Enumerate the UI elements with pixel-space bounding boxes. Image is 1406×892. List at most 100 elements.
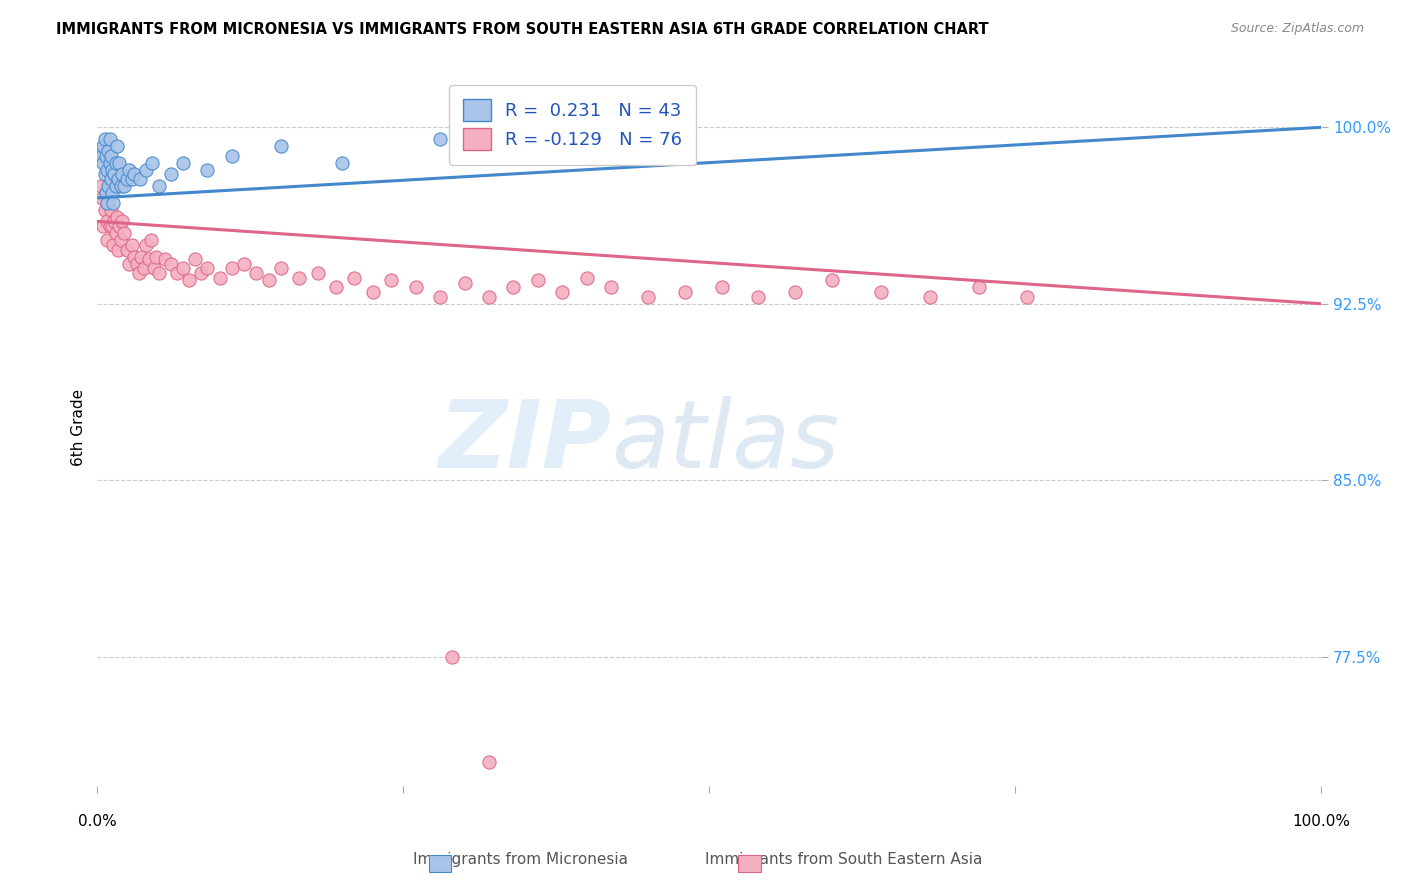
Point [97, 179, 120, 194]
Point [135, 238, 157, 252]
Point [96, 233, 118, 247]
Point [97, 195, 120, 210]
Point [103, 167, 125, 181]
Point [270, 261, 292, 276]
Point [98, 219, 121, 233]
Point [108, 219, 131, 233]
Point [91, 148, 114, 162]
Point [118, 257, 141, 271]
Point [101, 186, 124, 201]
Point [478, 756, 501, 770]
Point [1017, 290, 1039, 304]
Point [270, 139, 292, 153]
Point [132, 261, 155, 276]
Point [673, 285, 696, 299]
Point [747, 290, 769, 304]
Point [100, 148, 122, 162]
Point [107, 172, 129, 186]
Point [96, 214, 118, 228]
Point [104, 226, 127, 240]
Point [122, 250, 145, 264]
Point [405, 280, 427, 294]
Point [93, 202, 115, 217]
Point [97, 144, 120, 158]
Point [478, 290, 501, 304]
Point [94, 148, 117, 162]
Point [129, 172, 152, 186]
Point [288, 271, 311, 285]
Text: 100.0%: 100.0% [1292, 814, 1350, 830]
Point [115, 172, 138, 186]
Point [453, 276, 475, 290]
Point [869, 285, 891, 299]
Point [101, 219, 124, 233]
Point [96, 195, 118, 210]
Point [257, 273, 280, 287]
Point [527, 273, 550, 287]
Point [103, 238, 125, 252]
Point [107, 243, 129, 257]
Point [153, 252, 176, 266]
Point [307, 266, 329, 280]
Text: 0.0%: 0.0% [77, 814, 117, 830]
Point [821, 273, 844, 287]
Point [96, 162, 118, 177]
Point [148, 266, 170, 280]
Point [159, 167, 181, 181]
Point [94, 186, 117, 201]
Point [118, 162, 141, 177]
Point [93, 132, 115, 146]
Point [122, 167, 145, 181]
Point [112, 179, 135, 194]
Point [551, 285, 574, 299]
Point [93, 139, 115, 153]
Point [111, 167, 134, 181]
Point [710, 280, 733, 294]
Point [121, 238, 143, 252]
Text: Immigrants from Micronesia: Immigrants from Micronesia [413, 852, 627, 867]
Point [93, 167, 115, 181]
Point [108, 155, 131, 169]
Point [98, 155, 121, 169]
Point [141, 233, 163, 247]
Point [105, 210, 128, 224]
Point [208, 271, 231, 285]
Point [233, 257, 256, 271]
Point [111, 214, 134, 228]
Point [179, 273, 201, 287]
Point [575, 271, 598, 285]
Point [172, 155, 194, 169]
Point [125, 257, 148, 271]
Point [110, 233, 132, 247]
Point [128, 266, 150, 280]
Point [105, 139, 128, 153]
Point [145, 250, 167, 264]
Point [783, 285, 806, 299]
Point [245, 266, 267, 280]
Text: Source: ZipAtlas.com: Source: ZipAtlas.com [1230, 22, 1364, 36]
Text: IMMIGRANTS FROM MICRONESIA VS IMMIGRANTS FROM SOUTH EASTERN ASIA 6TH GRADE CORRE: IMMIGRANTS FROM MICRONESIA VS IMMIGRANTS… [56, 22, 988, 37]
Point [159, 257, 181, 271]
Point [343, 271, 366, 285]
Point [121, 172, 143, 186]
Text: atlas: atlas [612, 396, 839, 487]
Y-axis label: 6th Grade: 6th Grade [72, 389, 86, 466]
Point [110, 179, 132, 194]
Point [918, 290, 941, 304]
Point [115, 243, 138, 257]
Point [98, 179, 121, 194]
Text: ZIP: ZIP [439, 395, 612, 488]
Point [135, 162, 157, 177]
Point [380, 273, 402, 287]
Point [221, 148, 243, 162]
Point [103, 214, 125, 228]
Point [131, 250, 153, 264]
Point [112, 226, 135, 240]
Text: Immigrants from South Eastern Asia: Immigrants from South Eastern Asia [704, 852, 983, 867]
Point [90, 144, 112, 158]
Point [502, 280, 524, 294]
Point [90, 179, 112, 194]
Point [330, 155, 353, 169]
Point [91, 191, 114, 205]
Point [429, 132, 451, 146]
